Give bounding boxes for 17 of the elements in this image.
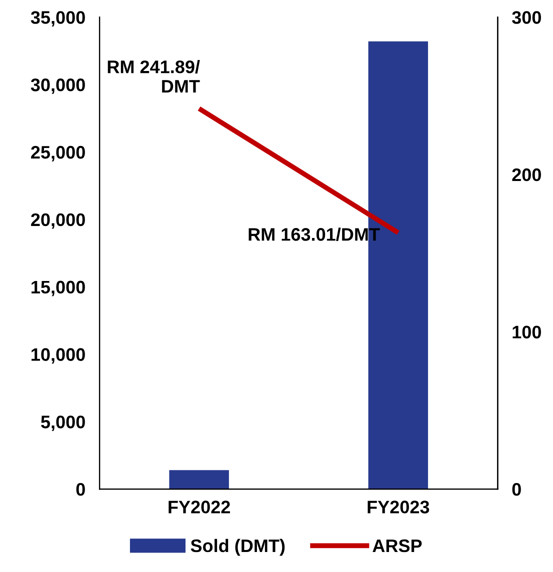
annotation: RM 241.89/ DMT xyxy=(108,60,200,93)
legend-label: Sold (DMT) xyxy=(190,538,285,556)
y-tick-label: 20,000 xyxy=(31,213,85,229)
y2-tick-label: 100 xyxy=(512,326,541,338)
y2-tick-label: 200 xyxy=(512,168,541,182)
legend-label: ARSP xyxy=(372,539,422,552)
y2-tick-label: 300 xyxy=(512,11,541,24)
y-tick-label: 0 xyxy=(76,482,85,496)
y-tick-label: 15,000 xyxy=(32,280,85,296)
x-tick-label: FY2023 xyxy=(368,500,430,514)
y-tick-label: 5,000 xyxy=(41,416,85,431)
y-tick-label: 25,000 xyxy=(31,146,85,162)
y-tick-label: 30,000 xyxy=(30,78,85,94)
y-tick-label: 35,000 xyxy=(30,11,85,26)
y-tick-label: 10,000 xyxy=(32,348,85,364)
x-tick-label: FY2022 xyxy=(168,500,230,514)
y2-tick-label: 0 xyxy=(512,482,521,496)
